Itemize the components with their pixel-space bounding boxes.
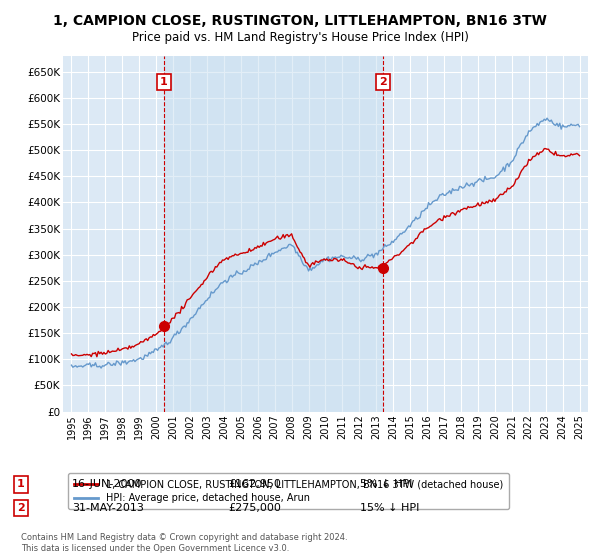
Bar xyxy=(164,56,383,412)
Text: 1: 1 xyxy=(160,77,168,87)
Text: 1: 1 xyxy=(17,479,25,489)
Text: 2: 2 xyxy=(379,77,387,87)
Text: Contains HM Land Registry data © Crown copyright and database right 2024.
This d: Contains HM Land Registry data © Crown c… xyxy=(21,533,347,553)
Text: 2: 2 xyxy=(17,503,25,513)
Text: 16-JUN-2000: 16-JUN-2000 xyxy=(72,479,143,489)
Text: £162,950: £162,950 xyxy=(228,479,281,489)
Text: 5% ↓ HPI: 5% ↓ HPI xyxy=(360,479,412,489)
Text: Price paid vs. HM Land Registry's House Price Index (HPI): Price paid vs. HM Land Registry's House … xyxy=(131,31,469,44)
Text: 15% ↓ HPI: 15% ↓ HPI xyxy=(360,503,419,513)
Text: 1, CAMPION CLOSE, RUSTINGTON, LITTLEHAMPTON, BN16 3TW: 1, CAMPION CLOSE, RUSTINGTON, LITTLEHAMP… xyxy=(53,14,547,28)
Text: £275,000: £275,000 xyxy=(228,503,281,513)
Legend: 1, CAMPION CLOSE, RUSTINGTON, LITTLEHAMPTON, BN16 3TW (detached house), HPI: Ave: 1, CAMPION CLOSE, RUSTINGTON, LITTLEHAMP… xyxy=(68,473,509,509)
Text: 31-MAY-2013: 31-MAY-2013 xyxy=(72,503,144,513)
